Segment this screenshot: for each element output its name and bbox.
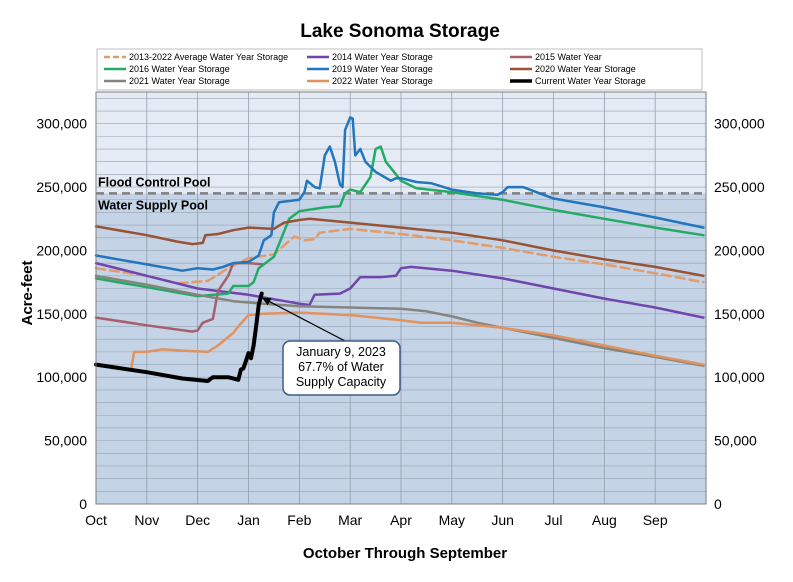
x-tick-label: Sep [643, 512, 668, 528]
x-tick-label: Dec [185, 512, 210, 528]
series-line-6 [94, 274, 705, 368]
y-tick-label-right: 100,000 [714, 369, 765, 385]
series-line-7 [130, 311, 705, 369]
y-tick-label-left: 50,000 [44, 433, 87, 449]
legend-label-0: 2013-2022 Average Water Year Storage [129, 52, 288, 62]
annotation-line-2: 67.7% of Water [298, 360, 384, 374]
annotation: January 9, 2023 67.7% of Water Supply Ca… [261, 297, 401, 396]
plot-frame [95, 91, 707, 505]
y-tick-label-left: 250,000 [36, 179, 87, 195]
annotation-arrowhead [261, 297, 272, 306]
legend-label-8: Current Water Year Storage [535, 76, 646, 86]
x-tick-label: Apr [390, 512, 412, 528]
legend-label-3: 2016 Water Year Storage [129, 64, 230, 74]
series-line-1 [94, 261, 705, 319]
legend-label-6: 2021 Water Year Storage [129, 76, 230, 86]
annotation-line-3: Supply Capacity [296, 375, 387, 389]
series-line-5 [94, 217, 705, 278]
annotation-arrow [261, 297, 346, 342]
x-axis-title: October Through September [303, 545, 507, 562]
y-tick-label-right: 200,000 [714, 242, 765, 258]
y-tick-label-left: 200,000 [36, 242, 87, 258]
flood-control-pool-label: Flood Control Pool [98, 175, 210, 189]
x-tick-label: May [439, 512, 465, 528]
y-tick-label-right: 0 [714, 496, 722, 512]
x-tick-label: Feb [287, 512, 311, 528]
x-tick-label: Jun [491, 512, 514, 528]
y-tick-label-left: 150,000 [36, 306, 87, 322]
x-tick-label: Mar [338, 512, 362, 528]
water-supply-pool-label: Water Supply Pool [98, 198, 208, 212]
y-axis-title: Acre-feet [19, 260, 36, 325]
y-tick-label-left: 100,000 [36, 369, 87, 385]
y-tick-label-right: 150,000 [714, 306, 765, 322]
legend-label-1: 2014 Water Year Storage [332, 52, 433, 62]
x-tick-label: Aug [592, 512, 617, 528]
y-tick-label-left: 0 [79, 496, 87, 512]
legend-label-7: 2022 Water Year Storage [332, 76, 433, 86]
chart-title: Lake Sonoma Storage [300, 21, 500, 42]
legend-label-5: 2020 Water Year Storage [535, 64, 636, 74]
legend-label-2: 2015 Water Year [535, 52, 602, 62]
y-tick-label-right: 250,000 [714, 179, 765, 195]
series-line-0 [94, 227, 705, 285]
legend-box [96, 48, 703, 91]
legend-label-4: 2019 Water Year Storage [332, 64, 433, 74]
series-line-3 [94, 145, 705, 298]
series-line-4 [94, 116, 705, 272]
annotation-box [282, 340, 401, 396]
legend: 2013-2022 Average Water Year Storage 2014… [96, 48, 703, 91]
y-tick-label-right: 300,000 [714, 116, 765, 132]
y-tick-label-left: 300,000 [36, 116, 87, 132]
x-tick-label: Oct [85, 512, 107, 528]
x-tick-label: Nov [134, 512, 159, 528]
x-tick-label: Jul [545, 512, 563, 528]
annotation-line-1: January 9, 2023 [296, 345, 386, 359]
x-tick-label: Jan [237, 512, 260, 528]
y-tick-label-right: 50,000 [714, 433, 757, 449]
series-line-8 [94, 291, 264, 383]
